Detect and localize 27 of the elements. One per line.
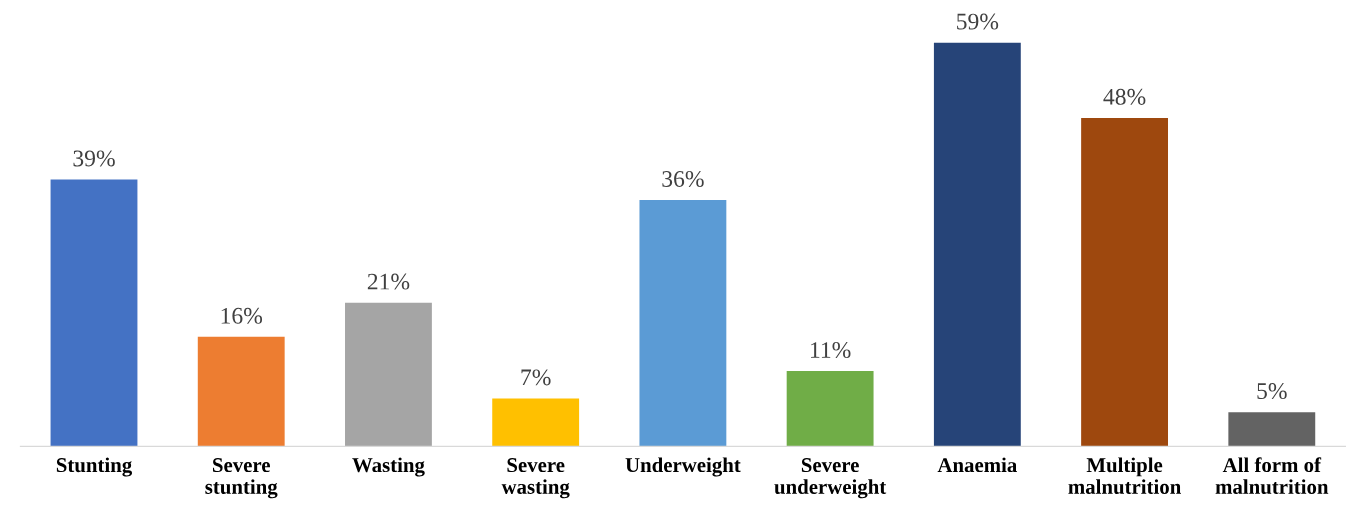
bar xyxy=(786,371,874,447)
bar xyxy=(639,200,727,447)
bar xyxy=(1081,117,1168,447)
data-label: 36% xyxy=(662,170,704,187)
bar xyxy=(197,336,285,447)
bar xyxy=(50,179,138,447)
x-tick-label: Severe underweight xyxy=(774,458,887,499)
x-tick-label: Severe wasting xyxy=(501,458,570,499)
data-label: 16% xyxy=(221,307,263,324)
data-label: 7% xyxy=(521,369,551,386)
x-tick-label: Wasting xyxy=(352,457,425,477)
x-tick-label: Underweight xyxy=(625,457,741,477)
x-tick-label: All form of malnutrition xyxy=(1215,457,1329,494)
bar xyxy=(492,398,580,447)
data-label: 48% xyxy=(1103,88,1146,105)
x-tick-label: Anaemia xyxy=(937,457,1017,473)
bar xyxy=(1228,412,1316,447)
bar xyxy=(933,42,1021,447)
data-label: 21% xyxy=(367,273,410,290)
data-label: 11% xyxy=(811,342,851,359)
x-tick-label: Severe stunting xyxy=(205,458,278,499)
bar xyxy=(345,302,432,447)
data-label: 59% xyxy=(957,13,999,30)
x-tick-label: Multiple malnutrition xyxy=(1068,457,1181,494)
data-label: 5% xyxy=(1257,383,1287,400)
data-label: 39% xyxy=(73,150,115,167)
x-tick-label: Stunting xyxy=(56,457,133,477)
